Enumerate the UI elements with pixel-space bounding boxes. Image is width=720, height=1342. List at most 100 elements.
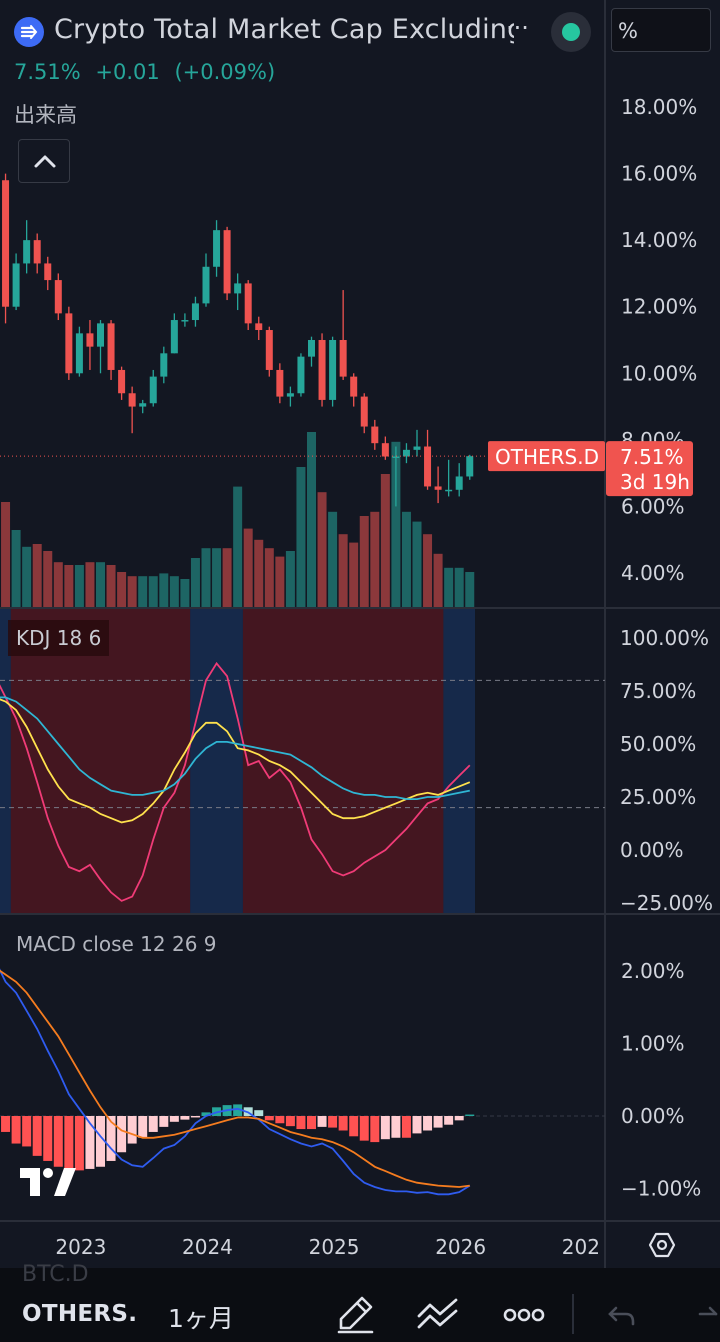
macd-histogram-bar	[190, 1116, 200, 1118]
candle-body	[402, 449, 410, 457]
macd-histogram-bar	[169, 1116, 179, 1122]
candle-body	[244, 283, 252, 324]
volume-indicator-label[interactable]: 出来高	[14, 103, 77, 127]
macd-histogram-bar	[465, 1114, 475, 1116]
candle-body	[107, 323, 115, 370]
price-axis-label: 4.00%	[621, 561, 685, 585]
volume-bar	[444, 567, 454, 607]
macd-histogram-bar	[85, 1116, 95, 1169]
macd-histogram-bar	[380, 1116, 390, 1140]
volume-bar	[32, 544, 42, 607]
chart-canvas[interactable]: 18.00%16.00%14.00%12.00%10.00%8.00%6.00%…	[0, 0, 720, 1268]
volume-bar	[212, 548, 222, 607]
volume-bar	[328, 511, 338, 607]
candle-body	[466, 456, 474, 477]
pencil-icon[interactable]	[336, 1294, 376, 1334]
candle-body	[65, 313, 73, 374]
macd-histogram-bar	[254, 1110, 264, 1116]
redo-icon[interactable]	[690, 1294, 720, 1334]
candle-body	[360, 396, 368, 427]
candle-body	[223, 230, 231, 294]
macd-histogram-bar	[328, 1116, 338, 1128]
candle-body	[308, 340, 315, 357]
kdj-j-line	[0, 696, 470, 800]
macd-axis-label: −1.00%	[621, 1177, 701, 1201]
candle-body	[371, 426, 379, 444]
chart-header: Crypto Total Market Cap Excluding ···	[0, 0, 605, 60]
macd-histogram-bar	[148, 1116, 158, 1132]
candle-body	[149, 376, 157, 404]
volume-bar	[359, 516, 369, 607]
kdj-axis-label: −25.00%	[620, 891, 713, 915]
macd-histogram-bar	[11, 1116, 21, 1144]
ghost-symbol-label: BTC.D	[22, 1262, 89, 1287]
volume-bar	[296, 467, 306, 607]
kdj-axis-label: 25.00%	[620, 785, 696, 809]
volume-bar	[159, 573, 169, 607]
macd-signal-line	[0, 969, 470, 1188]
time-axis-label: 2025	[309, 1235, 360, 1259]
volume-bar	[138, 576, 148, 607]
chevron-up-icon	[34, 155, 56, 168]
candle-body	[265, 330, 273, 370]
more-dots-icon[interactable]	[502, 1294, 546, 1334]
macd-histogram-bar	[64, 1116, 74, 1169]
toolbar-divider	[572, 1294, 574, 1334]
market-status-dot	[562, 23, 580, 41]
macd-histogram-bar	[349, 1116, 359, 1137]
volume-bar	[275, 556, 285, 607]
candle-body	[54, 280, 62, 314]
candle-body	[33, 240, 41, 264]
hexagon-settings-icon[interactable]	[648, 1231, 676, 1259]
volume-bar	[254, 539, 264, 607]
candle-body	[44, 263, 52, 281]
volume-bar	[85, 562, 95, 607]
candle-body	[339, 340, 347, 377]
volume-bar	[285, 551, 295, 607]
macd-histogram-bar	[74, 1116, 84, 1171]
macd-histogram-bar	[233, 1104, 243, 1116]
volume-bar	[43, 551, 53, 607]
chart-title[interactable]: Crypto Total Market Cap Excluding	[54, 14, 514, 45]
volume-bar	[74, 565, 84, 607]
candle-body	[297, 356, 305, 394]
candle-body	[170, 320, 178, 354]
volume-bar	[96, 562, 105, 607]
macd-histogram-bar	[317, 1116, 327, 1127]
collapse-legend-button[interactable]	[18, 139, 70, 183]
symbol-selector-button[interactable]: OTHERS.	[22, 1301, 138, 1327]
volume-bar	[201, 548, 211, 607]
undo-icon[interactable]	[606, 1294, 636, 1334]
kdj-k-line	[0, 661, 471, 902]
price-change: +0.01	[95, 60, 160, 84]
crypto-symbol-icon[interactable]	[14, 17, 44, 47]
macd-histogram-bar	[138, 1116, 148, 1138]
time-axis-label: 202	[562, 1235, 600, 1259]
kdj-zone	[443, 609, 476, 913]
macd-indicator-label[interactable]: MACD close 12 26 9	[16, 932, 217, 956]
macd-histogram-bar	[370, 1116, 380, 1143]
title-more-ellipsis[interactable]: ···	[506, 14, 529, 42]
candle-body	[128, 393, 136, 407]
kdj-zone	[0, 609, 11, 913]
kdj-indicator-label[interactable]: KDJ 18 6	[8, 620, 110, 656]
volume-bar	[401, 511, 411, 607]
market-status-indicator[interactable]	[551, 12, 591, 52]
interval-selector-button[interactable]: 1ヶ月	[168, 1304, 234, 1333]
macd-histogram-bar	[117, 1116, 127, 1153]
kdj-zone	[10, 609, 191, 913]
kdj-axis-label: 100.00%	[620, 626, 709, 650]
candle-body	[75, 333, 83, 374]
wave-lines-icon[interactable]	[416, 1294, 460, 1334]
volume-bar	[127, 576, 137, 607]
scale-mode-button[interactable]: %	[611, 8, 711, 52]
candle-body	[213, 230, 221, 267]
macd-histogram-bar	[433, 1116, 443, 1128]
volume-bar	[465, 572, 475, 607]
candle-body	[413, 446, 421, 450]
macd-histogram-bar	[127, 1116, 137, 1144]
volume-bar	[64, 565, 74, 607]
price-tag-countdown: 3d 19h	[620, 470, 690, 494]
time-axis-label: 2023	[55, 1235, 106, 1259]
